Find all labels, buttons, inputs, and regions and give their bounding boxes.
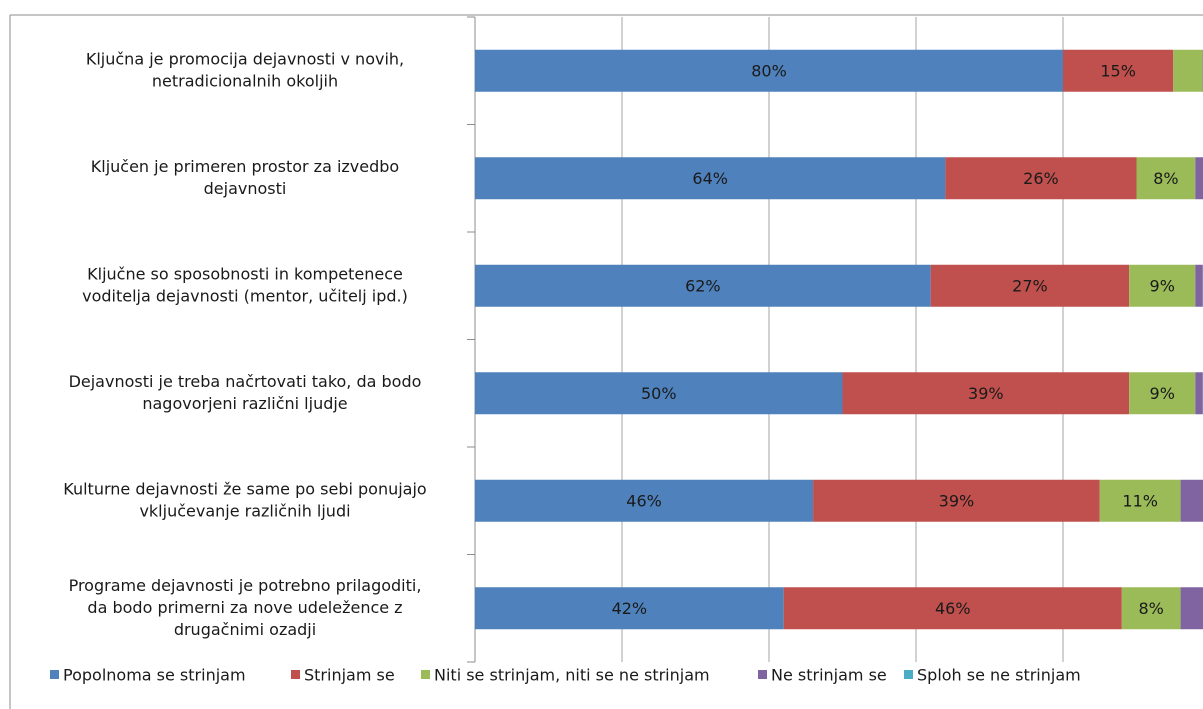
data-label: 62% — [685, 276, 721, 295]
data-label: 42% — [612, 599, 648, 618]
category-label: drugačnimi ozadji — [174, 620, 316, 639]
legend-swatch — [50, 670, 59, 679]
bar-segment — [1063, 49, 1174, 92]
bar-segment — [1195, 372, 1203, 415]
bar-segment — [1129, 264, 1196, 307]
bar-segment — [1099, 479, 1181, 522]
data-label: 8% — [1139, 599, 1164, 618]
category-label: Dejavnosti je treba načrtovati tako, da … — [69, 372, 422, 391]
data-label: 80% — [751, 61, 787, 80]
bar-segment — [930, 264, 1130, 307]
category-label: voditelja dejavnosti (mentor, učitelj ip… — [82, 286, 408, 305]
category-label: vključevanje različnih ljudi — [139, 501, 350, 520]
data-label: 26% — [1023, 169, 1059, 188]
bar-segment — [475, 157, 946, 200]
data-label: 46% — [626, 491, 662, 510]
bar-segment — [475, 479, 814, 522]
category-label: Kulturne dejavnosti že same po sebi ponu… — [63, 479, 426, 498]
category-label: Programe dejavnosti je potrebno prilagod… — [69, 576, 422, 595]
data-label: 46% — [935, 599, 971, 618]
bar-segment — [1121, 587, 1181, 630]
bar-segment — [475, 49, 1063, 92]
legend-swatch — [904, 670, 913, 679]
category-label: Ključna je promocija dejavnosti v novih, — [86, 49, 404, 68]
bar-segment — [1195, 157, 1203, 200]
legend-label: Popolnoma se strinjam — [63, 666, 246, 685]
legend-label: Strinjam se — [304, 666, 395, 685]
category-label: Ključne so sposobnosti in kompetenece — [87, 264, 403, 283]
category-label: dejavnosti — [204, 179, 287, 198]
legend-label: Niti se strinjam, niti se ne strinjam — [434, 666, 710, 685]
data-label: 8% — [1153, 169, 1178, 188]
bar-segment — [1129, 372, 1196, 415]
data-label: 15% — [1100, 61, 1136, 80]
data-label: 27% — [1012, 276, 1048, 295]
bar-segment — [783, 587, 1122, 630]
category-label: Ključen je primeren prostor za izvedbo — [91, 157, 399, 176]
category-label: netradicionalnih okoljih — [152, 71, 338, 90]
bar-segment — [945, 157, 1137, 200]
legend-label: Sploh se ne strinjam — [917, 666, 1081, 685]
data-label: 9% — [1150, 276, 1175, 295]
category-label: da bodo primerni za nove udeležence z — [87, 598, 402, 617]
data-label: 39% — [968, 384, 1004, 403]
data-label: 50% — [641, 384, 677, 403]
bar-segment — [1180, 479, 1203, 522]
bar-segment — [475, 587, 784, 630]
bar-segment — [1180, 587, 1203, 630]
bar-segment — [842, 372, 1130, 415]
legend-swatch — [291, 670, 300, 679]
legend-label: Ne strinjam se — [771, 666, 887, 685]
bar-segment — [1173, 49, 1203, 92]
legend-swatch — [421, 670, 430, 679]
data-label: 11% — [1122, 491, 1158, 510]
data-label: 64% — [692, 169, 728, 188]
bar-segment — [475, 264, 931, 307]
data-label: 9% — [1150, 384, 1175, 403]
bar-segment — [813, 479, 1100, 522]
legend-swatch — [758, 670, 767, 679]
category-label: nagovorjeni različni ljudje — [142, 394, 347, 413]
bar-segment — [1195, 264, 1203, 307]
bar-segment — [1136, 157, 1196, 200]
data-label: 39% — [939, 491, 975, 510]
bar-segment — [475, 372, 843, 415]
